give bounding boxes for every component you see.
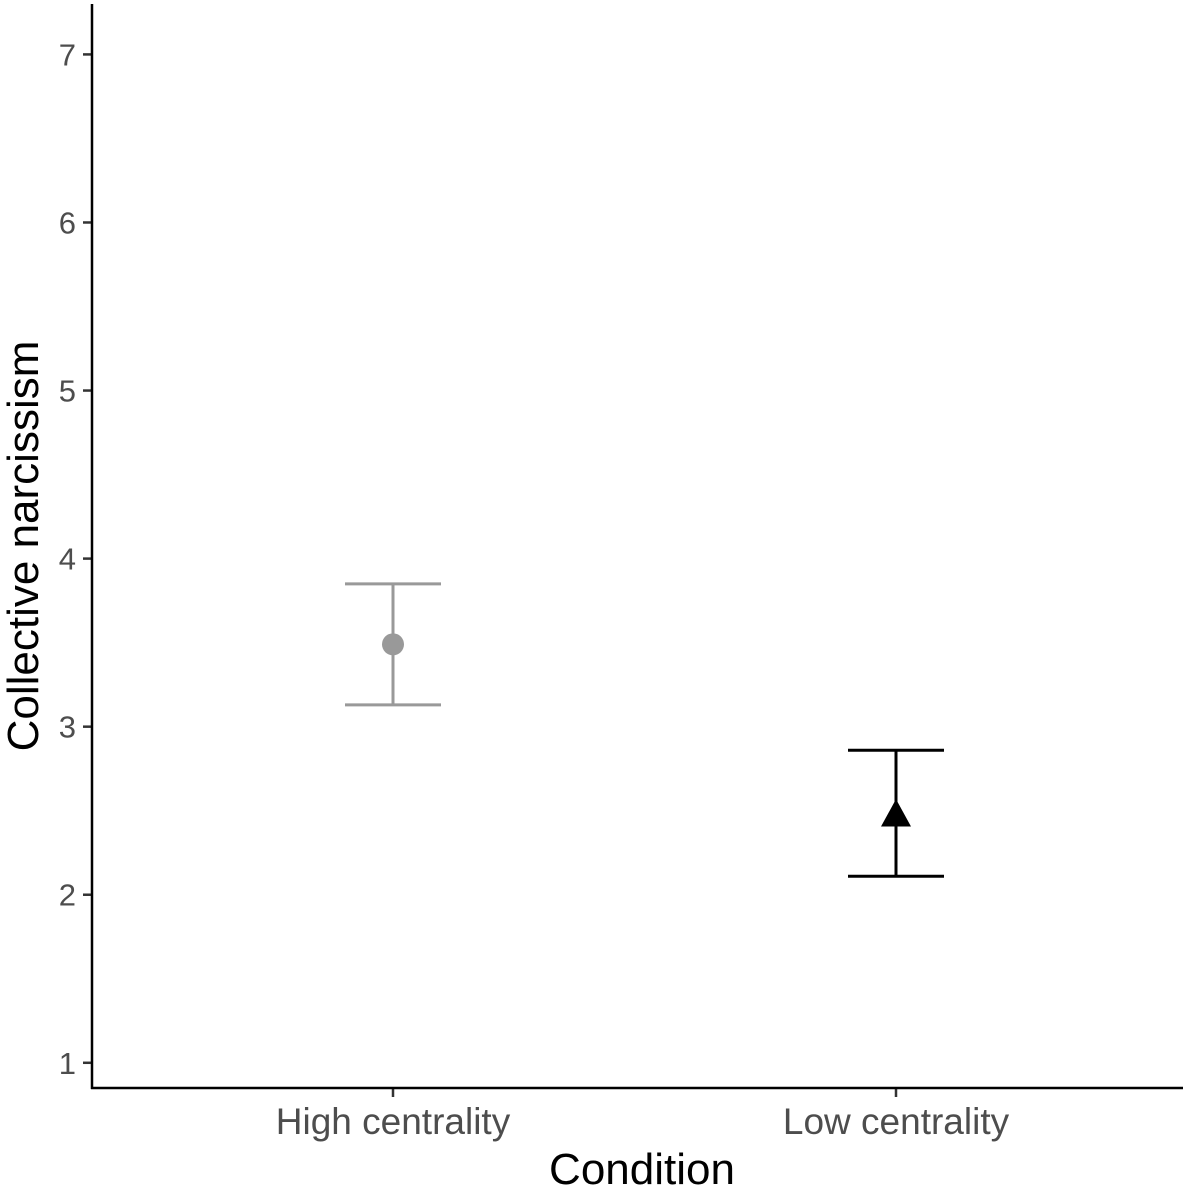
y-tick-label: 4 — [59, 542, 76, 577]
y-tick-label: 7 — [59, 37, 76, 72]
y-tick-label: 6 — [59, 205, 76, 240]
y-tick-label: 3 — [59, 710, 76, 745]
mean-point-triangle — [881, 799, 911, 827]
y-tick-label: 2 — [59, 878, 76, 913]
y-tick-label: 5 — [59, 374, 76, 409]
data-marks — [345, 582, 944, 878]
x-axis-ticks: High centrality Low centrality — [276, 1088, 1010, 1142]
error-bar-group — [848, 748, 944, 878]
mean-point-circle — [382, 633, 404, 656]
y-axis-ticks: 1 2 3 4 5 6 7 — [59, 37, 92, 1081]
x-axis-title: Condition — [549, 1145, 735, 1190]
error-bar-group — [345, 582, 441, 707]
y-tick-label: 1 — [59, 1046, 76, 1081]
y-axis-title: Collective narcissism — [0, 341, 48, 752]
x-tick-label: Low centrality — [783, 1101, 1010, 1142]
x-tick-label: High centrality — [276, 1101, 511, 1142]
